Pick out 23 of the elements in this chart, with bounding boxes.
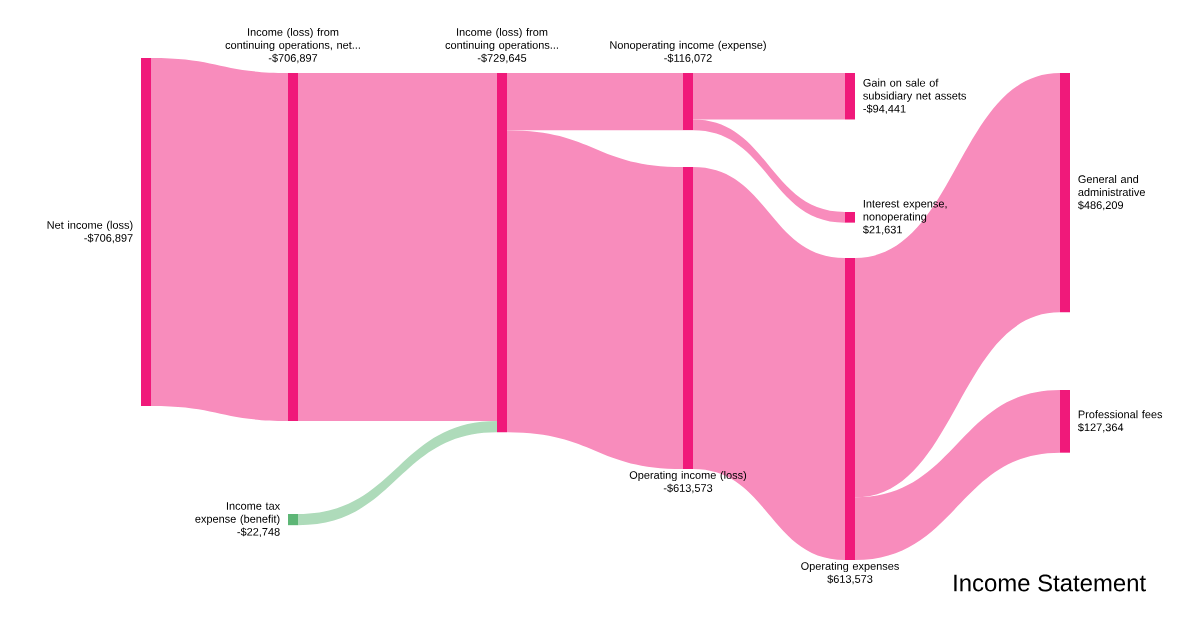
category-label: Professional fees <box>1078 410 1163 419</box>
category-label: Gain on sale of subsidiary net assets <box>863 78 966 102</box>
data-label: -$116,072 <box>664 53 712 64</box>
category-label: Interest expense, nonoperating <box>863 199 947 223</box>
data-label: $127,364 <box>1077 422 1124 433</box>
data-label: $21,631 <box>862 225 902 235</box>
category-label: General and administrative <box>1078 175 1145 197</box>
category-label: Income (loss) from continuing operations... <box>445 27 558 52</box>
data-label: $486,209 <box>1077 200 1124 211</box>
category-label: Nonoperating income (expense) <box>610 40 766 52</box>
data-label: -$729,645 <box>477 53 527 64</box>
category-label: Operating income (loss) <box>629 470 747 482</box>
category-label: Operating expenses <box>801 561 899 573</box>
category-label: Net income (loss) <box>47 220 133 232</box>
text: Income Statement <box>954 574 1146 592</box>
data-label: -$613,573 <box>663 483 713 494</box>
data-label: -$706,897 <box>268 53 318 64</box>
data-label: $613,573 <box>827 574 873 585</box>
data-label: -$706,897 <box>84 233 133 244</box>
data-label: -$22,748 <box>237 527 280 538</box>
category-label: Income (loss) from continuing operations, net... <box>225 27 360 52</box>
data-label: -$94,441 <box>863 104 906 114</box>
category-label: Income tax expense (benefit) <box>195 502 281 525</box>
